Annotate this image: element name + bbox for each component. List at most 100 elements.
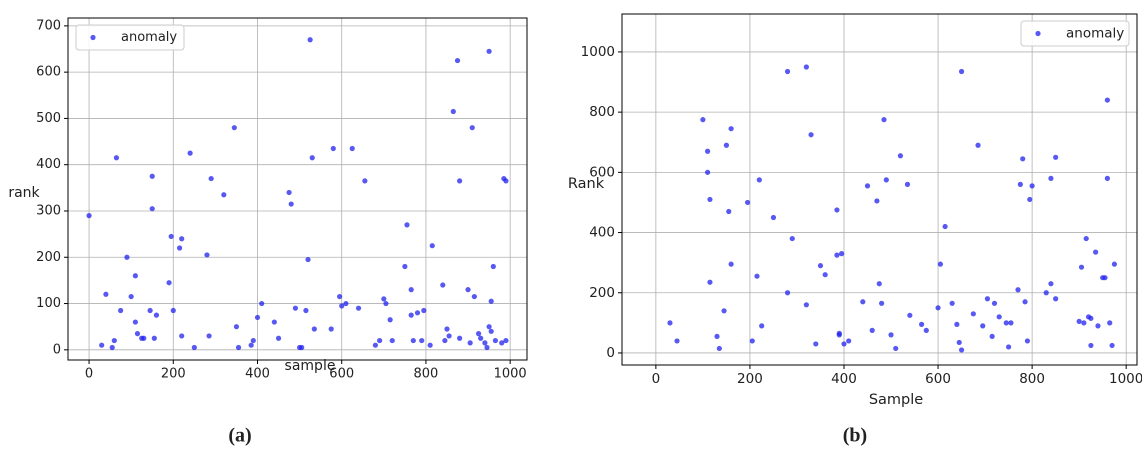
point [1093,249,1099,255]
point [408,287,414,293]
legend-marker [90,34,96,41]
point [707,279,713,285]
point [355,305,362,311]
y-tick-label: 200 [36,250,61,265]
point [1017,181,1023,187]
point [836,330,842,336]
point [482,340,488,346]
point [132,273,138,279]
y-tick-label: 600 [36,65,61,80]
point [478,335,484,341]
legend-box [1020,20,1130,47]
point [128,293,134,300]
point [153,312,160,318]
point [86,213,92,219]
y-tick-label: 700 [36,18,61,33]
legend-label: anomaly [1066,26,1124,42]
point [834,252,840,258]
point [309,155,315,161]
point [235,344,242,351]
point [471,293,477,300]
point [991,300,998,306]
x-tick-label: 800 [1019,371,1045,387]
point [789,235,795,242]
y-axis-label: rank [8,185,40,201]
point [975,142,981,148]
point [168,233,174,240]
point [674,338,680,344]
y-tick-label: 200 [589,285,615,301]
point [248,342,254,348]
point [956,339,962,346]
point [879,300,885,306]
point [503,337,509,344]
point [1020,156,1026,162]
point [1078,264,1085,270]
point [381,296,387,302]
point [716,345,722,352]
point [191,344,197,351]
point [275,335,282,341]
point [221,192,227,198]
point [834,207,840,213]
point [446,333,452,339]
point [118,307,124,314]
point [1076,318,1082,324]
point [343,300,349,307]
point [486,48,492,54]
point [1008,320,1014,326]
point [286,189,292,196]
point [822,272,828,278]
point [206,333,212,339]
x-tick-label: 0 [652,371,661,387]
point [254,314,261,321]
point [179,236,185,242]
point [1095,323,1101,329]
point [450,108,456,115]
point [311,326,317,332]
point [958,347,965,353]
point [339,303,345,309]
point [328,326,334,332]
point [989,333,995,340]
point [808,132,814,138]
point [113,155,120,161]
point [299,344,305,351]
point [726,208,732,215]
y-tick-label: 400 [36,157,61,172]
y-tick-label: 0 [606,345,615,361]
point [704,148,711,154]
point [250,337,256,344]
point [349,145,355,152]
y-tick-label: 800 [589,104,615,120]
x-tick-label: 800 [414,367,439,382]
x-tick-label: 0 [85,367,93,382]
point [231,125,237,131]
y-axis-label: Rank [568,176,605,192]
point [442,337,448,344]
plot-frame [67,17,528,361]
point [134,331,141,337]
point [337,293,343,300]
point [954,321,960,327]
point [996,314,1002,320]
point [770,214,777,221]
point [303,307,309,314]
point [893,345,899,352]
point [874,198,880,204]
point [103,291,109,297]
point [1088,342,1094,349]
point [759,323,765,329]
point [754,273,760,279]
point [387,317,393,323]
point [362,178,368,184]
x-axis-label: sample [285,358,336,374]
point [410,337,416,344]
point [749,338,755,344]
point [918,321,925,327]
point [444,326,450,332]
plot-frame [621,13,1138,366]
point [389,337,395,344]
point [427,342,433,348]
